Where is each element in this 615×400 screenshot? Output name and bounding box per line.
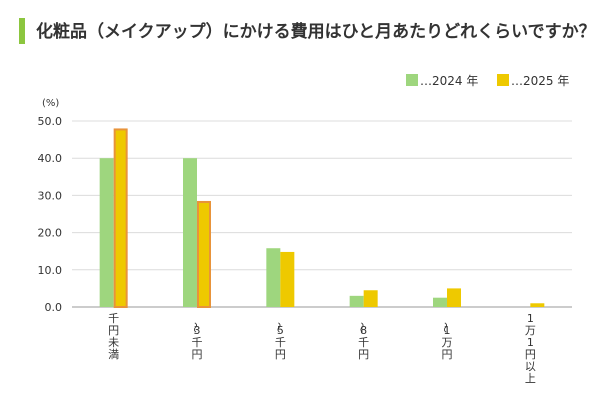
bar — [349, 295, 364, 307]
y-tick-label: 30.0 — [38, 189, 63, 202]
y-tick-label: 0.0 — [45, 301, 63, 314]
chart-legend: …2024 年 …2025 年 — [406, 74, 569, 88]
x-tick-label: 千円未満 — [108, 312, 119, 361]
y-unit-label: (%) — [42, 98, 59, 109]
legend-swatch — [406, 74, 418, 86]
x-tick-label: 〜3 千円 — [189, 322, 203, 361]
bar — [183, 158, 197, 307]
bar — [433, 297, 447, 307]
bar — [363, 290, 378, 307]
y-tick-label: 50.0 — [38, 115, 63, 128]
title-accent-bar — [19, 18, 25, 44]
x-tick-label: 〜1 万円 — [439, 322, 453, 361]
legend-swatch — [497, 74, 509, 86]
x-tick-label: 1 万 1 円以上 — [525, 312, 536, 385]
y-axis: 0.0 10.0 20.0 30.0 40.0 50.0 (%) — [38, 98, 63, 314]
y-tick-label: 10.0 — [38, 264, 63, 277]
legend-label: …2024 年 — [420, 74, 478, 88]
y-tick-label: 20.0 — [38, 227, 63, 240]
bar — [99, 158, 114, 307]
chart-grid — [72, 120, 572, 308]
chart-bars — [99, 128, 545, 308]
x-axis: 千円未満 〜3 千円 〜5 千円 〜8 千円 〜1 万円 1 万 1 円以上 — [108, 312, 536, 385]
y-tick-label: 40.0 — [38, 152, 63, 165]
bar — [197, 200, 211, 308]
bar — [113, 128, 128, 308]
bar — [266, 248, 281, 307]
x-tick-label: 〜8 千円 — [355, 322, 369, 361]
bar — [447, 288, 461, 307]
bar — [280, 251, 295, 307]
legend-label: …2025 年 — [511, 74, 569, 88]
x-tick-label: 〜5 千円 — [272, 322, 286, 361]
bar — [530, 303, 545, 307]
page-title: 化粧品（メイクアップ）にかける費用はひと月あたりどれくらいですか？ — [36, 22, 596, 42]
